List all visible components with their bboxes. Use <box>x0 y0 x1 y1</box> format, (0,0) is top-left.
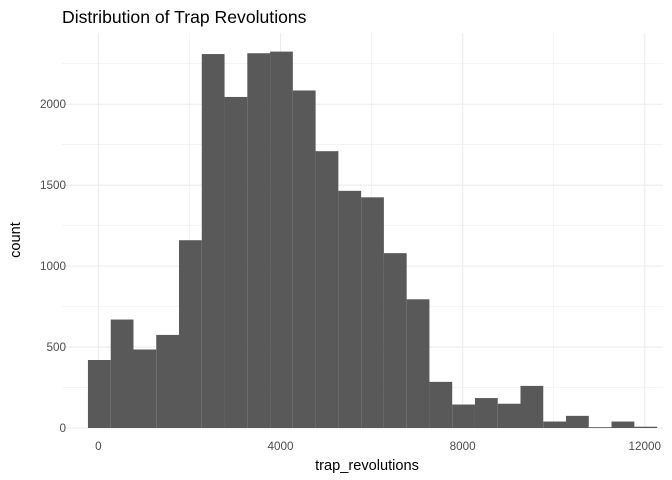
y-tick-label: 0 <box>59 422 66 435</box>
histogram-bar <box>292 90 316 428</box>
x-axis-title: trap_revolutions <box>315 458 419 474</box>
y-axis-ticks: 0 500 1000 1500 2000 <box>40 98 67 435</box>
histogram-bar <box>338 190 362 428</box>
histogram-bars <box>87 51 658 429</box>
histogram-bar <box>497 403 521 428</box>
histogram-bar <box>520 385 544 428</box>
y-tick-label: 1000 <box>40 260 67 273</box>
histogram-bar <box>361 197 384 428</box>
histogram-bar <box>156 334 180 428</box>
y-tick-label: 1500 <box>40 179 67 192</box>
x-tick-label: 12000 <box>629 440 662 453</box>
x-tick-label: 4000 <box>268 440 295 453</box>
histogram-bar <box>224 96 248 428</box>
histogram-bar <box>406 299 430 428</box>
chart-title: Distribution of Trap Revolutions <box>62 7 307 27</box>
histogram-bar <box>543 421 567 428</box>
histogram-bar <box>383 253 407 428</box>
histogram-bar <box>179 240 202 428</box>
histogram-bar <box>611 421 635 428</box>
histogram-bar <box>429 381 453 428</box>
histogram-bar <box>247 53 271 428</box>
histogram-bar <box>634 426 658 428</box>
histogram-bar <box>87 360 111 428</box>
histogram-bar <box>133 349 157 428</box>
x-axis-ticks: 0 4000 8000 12000 <box>95 440 661 453</box>
y-tick-label: 500 <box>46 341 66 354</box>
histogram-bar <box>588 427 612 428</box>
histogram-bar <box>315 151 339 429</box>
x-tick-label: 8000 <box>450 440 477 453</box>
histogram-bar <box>270 51 293 429</box>
histogram-bar <box>474 398 498 428</box>
x-tick-label: 0 <box>95 440 102 453</box>
histogram-bar <box>201 54 225 429</box>
histogram-bar <box>566 415 589 428</box>
histogram-bar <box>452 404 475 428</box>
histogram-bar <box>110 319 134 428</box>
y-axis-title: count <box>8 222 24 258</box>
y-tick-label: 2000 <box>40 98 67 111</box>
